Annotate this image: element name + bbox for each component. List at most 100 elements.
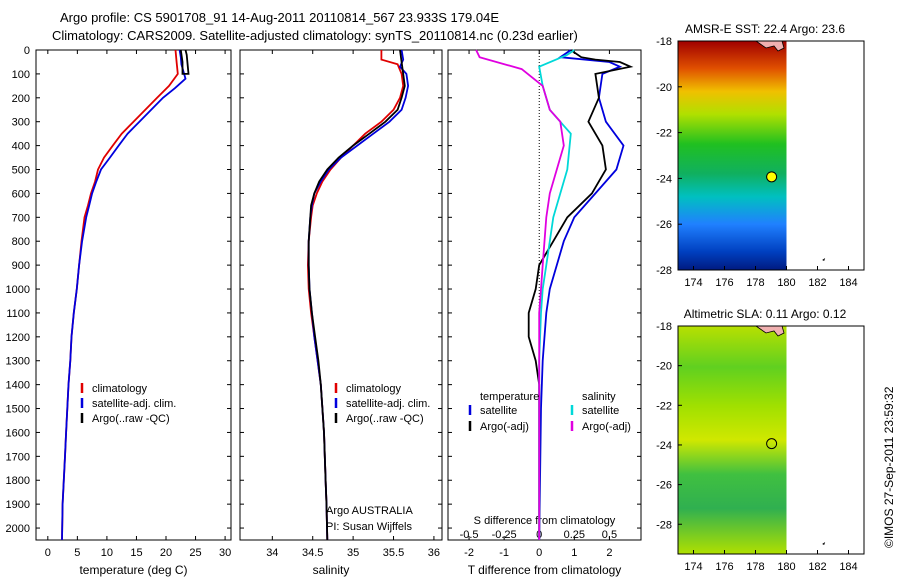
y-tick-label: 700 — [12, 212, 30, 224]
legend-entry: Argo(..raw -QC) — [346, 413, 424, 425]
x-tick-label: 178 — [746, 277, 764, 289]
y-tick-label: -20 — [656, 82, 672, 94]
x-tick-label: 0 — [536, 547, 542, 559]
panels: 0100200300400500600700800900100011001200… — [6, 22, 865, 577]
legend-entry: satellite-adj. clim. — [92, 398, 176, 410]
profile-panel-2: 34 34.5 35 35.5 36 salinity Argo AUSTRALIA PI: … — [239, 49, 443, 577]
legend-entry: Argo(-adj) — [480, 421, 529, 433]
y-tick-label: -18 — [656, 321, 672, 333]
series-line-4 — [475, 49, 565, 540]
small-island — [822, 258, 826, 261]
x-tick-label: -1 — [499, 547, 509, 559]
y-tick-label: 400 — [12, 141, 30, 153]
y-tick-label: 1500 — [6, 404, 30, 416]
x-tick-label: -2 — [464, 547, 474, 559]
legend-group-title: temperature — [480, 391, 539, 403]
series-line-2 — [61, 49, 187, 541]
y-tick-label: 900 — [12, 260, 30, 272]
y-tick-label: 800 — [12, 236, 30, 248]
y-tick-label: -26 — [656, 219, 672, 231]
y-tick-label: 1200 — [6, 332, 30, 344]
small-island — [822, 542, 826, 545]
series-line-3 — [179, 49, 190, 75]
x-tick-label: 34.5 — [302, 547, 323, 559]
x-tick-label: 15 — [130, 547, 142, 559]
plot-frame — [239, 49, 443, 541]
map-field — [678, 41, 787, 270]
top-tick-label: 0.5 — [602, 529, 617, 541]
map-title: Altimetric SLA: 0.11 Argo: 0.12 — [684, 307, 847, 321]
y-tick-label: 500 — [12, 165, 30, 177]
y-tick-label: -22 — [656, 400, 672, 412]
y-tick-label: -24 — [656, 440, 672, 452]
x-tick-label: 25 — [189, 547, 201, 559]
map-panel-2: Altimetric SLA: 0.11 Argo: 0.12 174 176 178… — [656, 307, 865, 573]
top-tick-label: 0.25 — [564, 529, 585, 541]
plot-frame — [35, 49, 232, 541]
y-tick-label: -24 — [656, 173, 672, 185]
x-tick-label: 36 — [428, 547, 440, 559]
y-tick-label: -28 — [656, 265, 672, 277]
legend-entry: satellite — [480, 405, 517, 417]
x-tick-label: 176 — [715, 277, 733, 289]
imos-stamp: ©IMOS 27-Sep-2011 23:59:32 — [882, 386, 896, 548]
map-frame-outline — [677, 325, 865, 555]
x-tick-label: 180 — [777, 277, 795, 289]
argo-marker — [766, 438, 778, 450]
map-title: AMSR-E SST: 22.4 Argo: 23.6 — [685, 22, 845, 36]
y-tick-label: 100 — [12, 69, 30, 81]
top-tick-label: -0.5 — [460, 529, 479, 541]
x-tick-label: 174 — [684, 277, 702, 289]
x-tick-label: 2 — [606, 547, 612, 559]
series-line-3 — [538, 49, 575, 540]
y-tick-label: 1600 — [6, 427, 30, 439]
top-axis-label: S difference from climatology — [474, 515, 616, 527]
series-line-3 — [307, 49, 406, 541]
y-tick-label: 1300 — [6, 356, 30, 368]
x-tick-label: 34 — [266, 547, 278, 559]
x-axis-label: T difference from climatology — [468, 563, 622, 577]
figure-title-line2: Climatology: CARS2009. Satellite-adjuste… — [52, 28, 578, 43]
x-tick-label: 30 — [219, 547, 231, 559]
x-tick-label: 184 — [839, 561, 857, 573]
x-tick-label: 180 — [777, 561, 795, 573]
profile-panel-3: -2 -1 0 1 2 T difference from climatology S di… — [447, 49, 642, 577]
figure-title-line1: Argo profile: CS 5901708_91 14-Aug-2011 … — [60, 10, 499, 25]
y-tick-label: 200 — [12, 93, 30, 105]
x-tick-label: 178 — [746, 561, 764, 573]
y-tick-label: 1800 — [6, 475, 30, 487]
profile-panel-1: 0100200300400500600700800900100011001200… — [6, 45, 232, 577]
y-tick-label: 1400 — [6, 380, 30, 392]
y-tick-label: 300 — [12, 117, 30, 129]
y-tick-label: -18 — [656, 36, 672, 48]
plot-frame — [447, 49, 642, 541]
legend-entry: Argo(-adj) — [582, 421, 631, 433]
x-axis-label: salinity — [313, 563, 350, 577]
legend-group-title: salinity — [582, 391, 616, 403]
x-tick-label: 176 — [715, 561, 733, 573]
series-line-1 — [538, 49, 625, 541]
annotation-line2: PI: Susan Wijffels — [326, 521, 412, 533]
legend-entry: Argo(..raw -QC) — [92, 413, 170, 425]
legend-entry: climatology — [346, 383, 402, 395]
y-tick-label: 2000 — [6, 523, 30, 535]
x-tick-label: 0 — [45, 547, 51, 559]
x-tick-label: 174 — [684, 561, 702, 573]
series-line-2 — [527, 49, 634, 540]
x-tick-label: 1 — [571, 547, 577, 559]
x-tick-label: 5 — [74, 547, 80, 559]
y-tick-label: 1700 — [6, 451, 30, 463]
y-tick-label: 1900 — [6, 499, 30, 511]
x-tick-label: 182 — [808, 277, 826, 289]
legend-entry: satellite-adj. clim. — [346, 398, 430, 410]
x-tick-label: 20 — [160, 547, 172, 559]
map-field — [678, 326, 787, 554]
y-tick-label: 0 — [24, 45, 30, 57]
top-tick-label: -0.25 — [492, 529, 517, 541]
x-tick-label: 35.5 — [383, 547, 404, 559]
y-tick-label: -28 — [656, 519, 672, 531]
x-axis-label: temperature (deg C) — [79, 563, 187, 577]
y-tick-label: 600 — [12, 188, 30, 200]
legend-entry: satellite — [582, 405, 619, 417]
